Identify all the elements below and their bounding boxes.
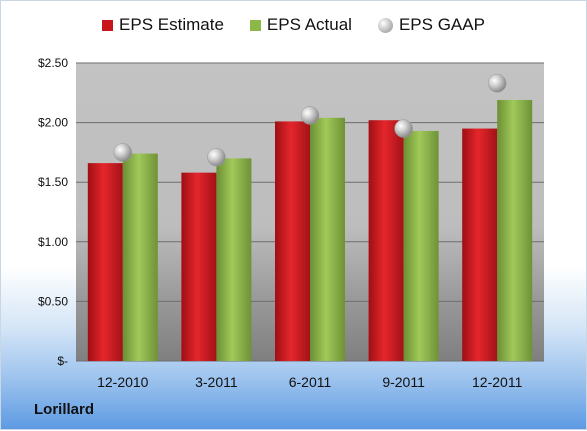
marker-eps-gaap	[207, 147, 226, 167]
marker-eps-gaap	[487, 74, 507, 93]
bar-eps-estimate	[275, 121, 310, 362]
marker-eps-gaap	[113, 143, 133, 162]
gaap-layer	[113, 74, 507, 167]
bar-eps-estimate	[462, 128, 498, 361]
x-tick-label: 6-2011	[289, 374, 332, 390]
x-tick-label: 12-2010	[97, 374, 149, 390]
y-tick-label: $-	[57, 354, 68, 368]
y-tick-label: $1.50	[38, 175, 68, 189]
bar-eps-actual	[310, 117, 345, 361]
x-tick-labels: 12-2010 3-2011 6-2011 9-2011 12-2011	[97, 374, 522, 390]
y-tick-label: $0.50	[38, 294, 68, 308]
bar-eps-actual	[216, 158, 252, 361]
x-tick-label: 9-2011	[382, 374, 425, 390]
bar-eps-estimate	[181, 172, 217, 361]
legend-item-actual: EPS Actual	[249, 15, 352, 35]
bars-layer	[87, 99, 533, 362]
legend-swatch-actual	[249, 19, 261, 31]
bar-eps-actual	[122, 153, 158, 361]
y-tick-label: $2.00	[38, 116, 68, 130]
bar-eps-actual	[403, 130, 439, 361]
company-label: Lorillard	[34, 401, 95, 418]
y-tick-label: $2.50	[38, 56, 68, 70]
x-tick-label: 3-2011	[195, 374, 238, 390]
legend: EPS Estimate EPS Actual EPS GAAP	[1, 15, 586, 35]
legend-label-actual: EPS Actual	[266, 15, 352, 34]
bar-eps-actual	[497, 99, 533, 362]
bar-eps-estimate	[87, 163, 123, 361]
y-tick-labels: $- $0.50 $1.00 $1.50 $2.00 $2.50	[38, 56, 68, 368]
legend-item-estimate: EPS Estimate	[102, 15, 224, 35]
legend-swatch-estimate	[102, 19, 114, 31]
y-tick-label: $1.00	[38, 235, 68, 249]
bar-eps-estimate	[368, 120, 404, 361]
legend-swatch-gaap	[377, 17, 393, 33]
legend-item-gaap: EPS GAAP	[377, 15, 485, 35]
x-tick-label: 12-2011	[472, 374, 523, 390]
legend-label-estimate: EPS Estimate	[119, 15, 224, 34]
legend-label-gaap: EPS GAAP	[398, 15, 485, 34]
marker-eps-gaap	[394, 119, 413, 138]
marker-eps-gaap	[300, 106, 320, 125]
